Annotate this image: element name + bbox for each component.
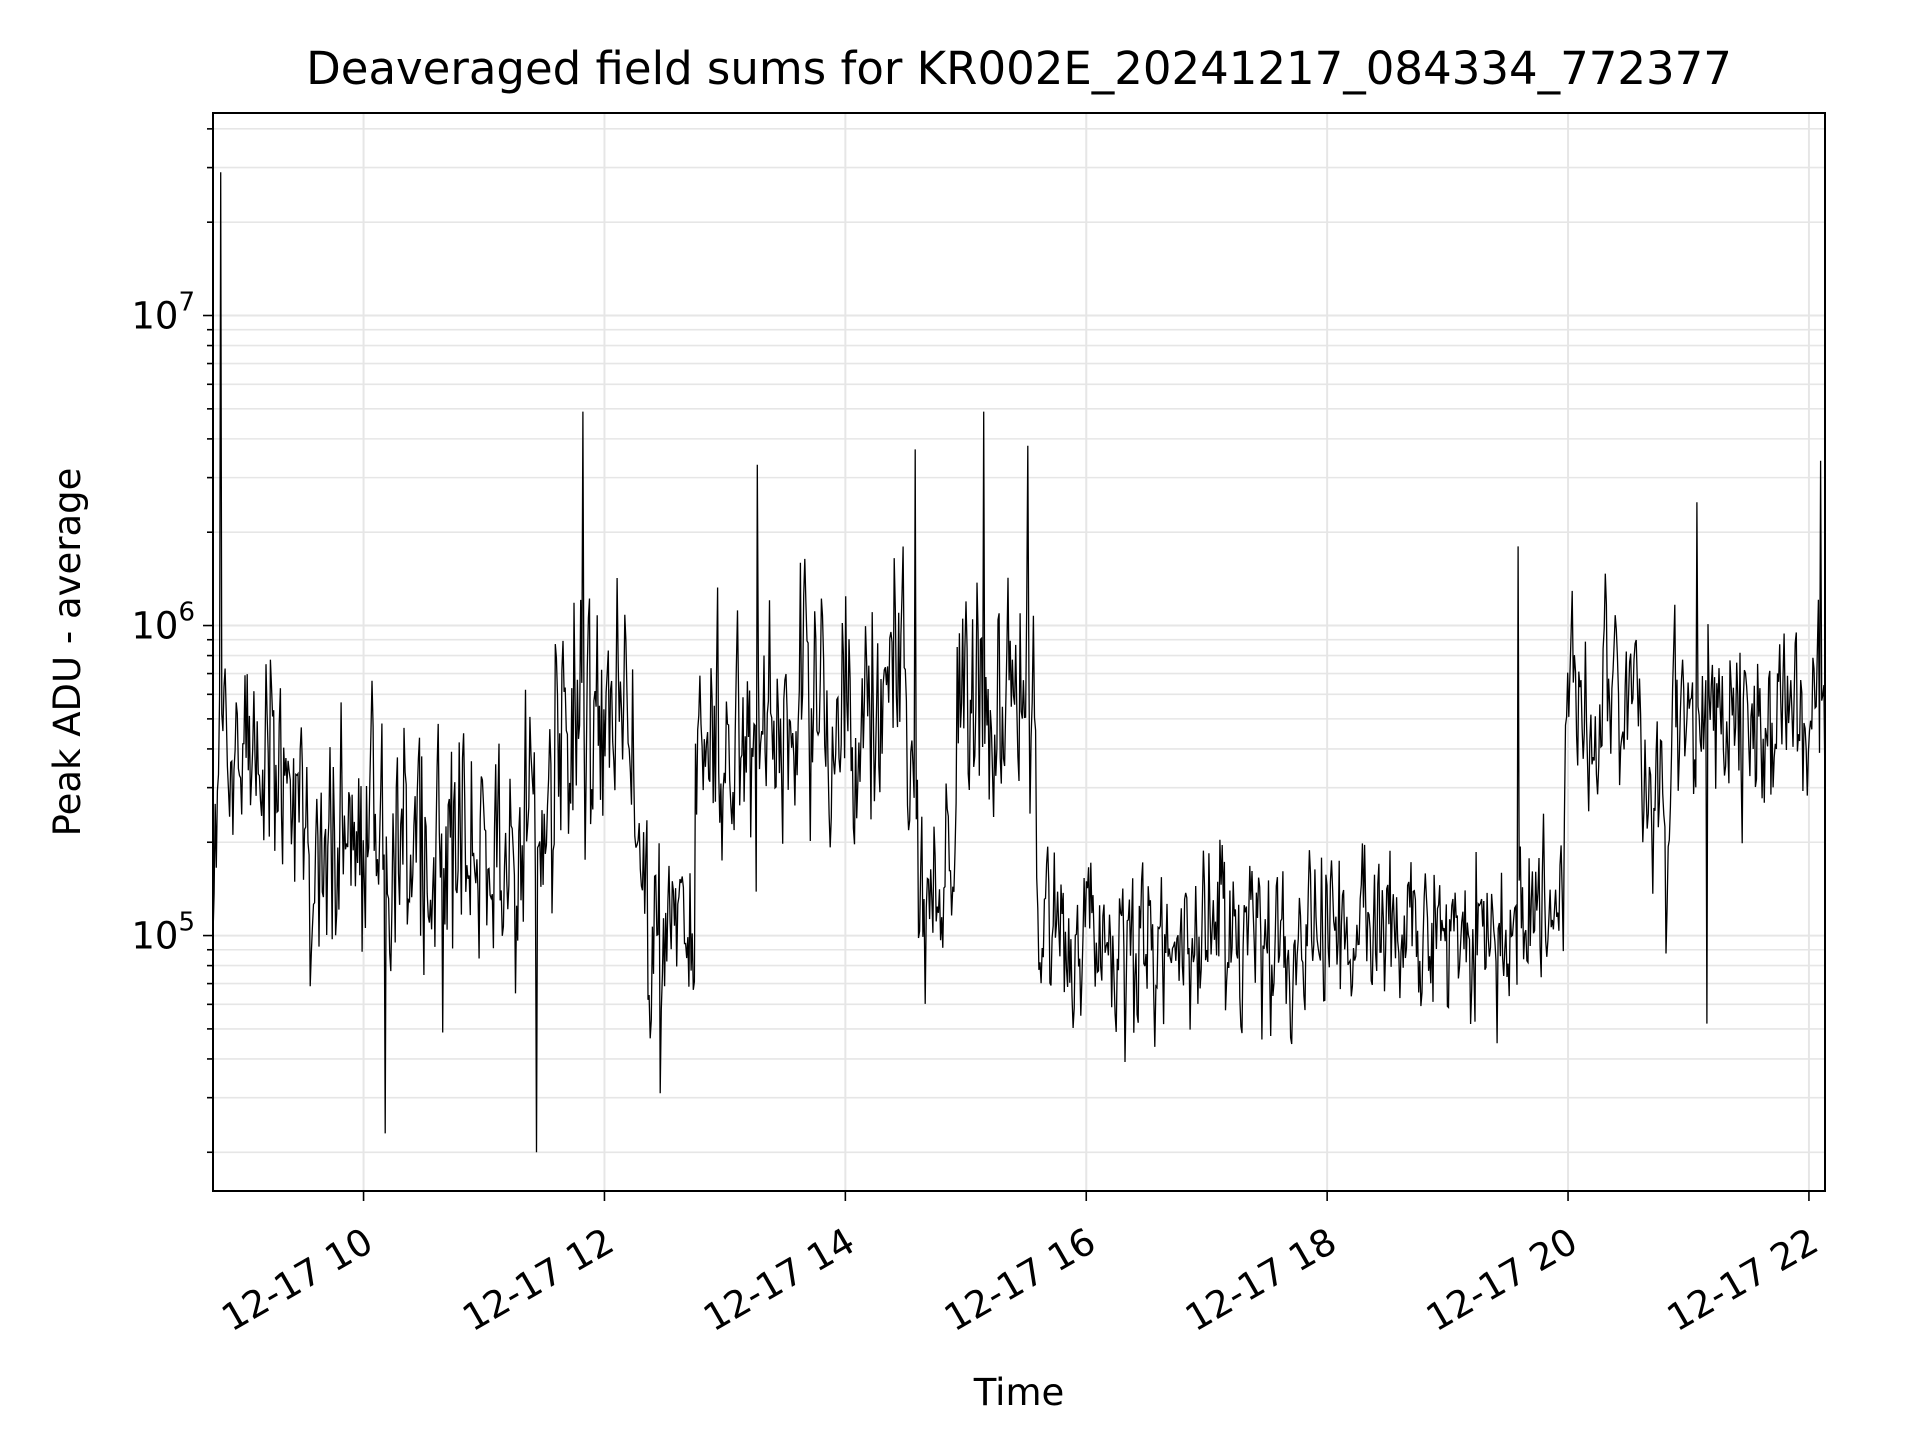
x-axis-label: Time (973, 1371, 1065, 1414)
y-tick-label: 105 (131, 908, 195, 958)
y-tick-label: 106 (131, 598, 195, 648)
chart-title: Deaveraged field sums for KR002E_2024121… (306, 42, 1732, 95)
y-axis-label: Peak ADU - average (46, 468, 89, 837)
plot-frame (212, 112, 1826, 1192)
grid (213, 113, 1825, 1191)
plot-area (213, 172, 1825, 1153)
y-tick-label: 107 (131, 288, 195, 338)
series-line (213, 172, 1825, 1153)
